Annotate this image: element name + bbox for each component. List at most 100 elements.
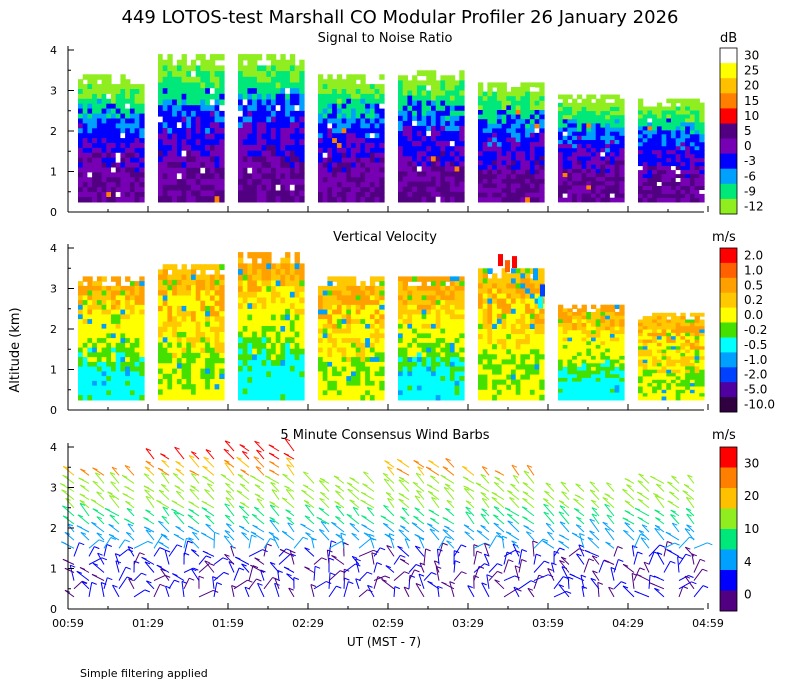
wind-barb <box>678 553 691 565</box>
wind-barb <box>414 534 425 541</box>
wind-barb <box>328 585 342 598</box>
wind-barb <box>589 481 600 492</box>
wind-barb <box>693 542 713 549</box>
vv-column-0329 <box>478 268 545 401</box>
wind-barb <box>318 529 330 541</box>
wind-barb <box>415 472 425 484</box>
wind-barb <box>553 590 572 598</box>
wind-barb <box>181 580 188 597</box>
wind-barb <box>213 557 229 565</box>
axis-panel-0: 0 1 2 3 4 <box>50 44 709 219</box>
wind-barb <box>547 531 555 541</box>
wind-barb <box>268 444 280 452</box>
wind-barb <box>637 498 650 509</box>
panel-title-vv: Vertical Velocity <box>333 230 437 245</box>
wind-barb <box>442 466 455 476</box>
wind-barb <box>663 541 673 557</box>
wind-barb <box>223 448 235 460</box>
wind-barb <box>542 498 555 509</box>
wind-barb <box>683 484 695 492</box>
wind-barb <box>491 491 505 501</box>
wind-barb <box>133 572 147 581</box>
wind-barb <box>190 485 200 492</box>
wind-barb <box>444 483 455 492</box>
wind-barb <box>654 587 665 598</box>
wind-barb <box>637 491 650 501</box>
wind-barb <box>512 543 520 557</box>
wind-barb <box>575 483 585 492</box>
wind-barb <box>682 490 695 500</box>
wind-barb <box>396 468 410 476</box>
wind-barb <box>427 523 440 533</box>
wind-barb <box>349 499 360 509</box>
wind-barb <box>583 558 595 573</box>
wind-barb <box>260 569 266 581</box>
wind-barb <box>73 542 85 557</box>
footnote: Simple filtering applied <box>80 667 208 680</box>
wind-barb <box>671 522 680 533</box>
wind-barb <box>284 438 295 452</box>
wind-barb <box>236 456 250 468</box>
wind-barb <box>553 547 565 557</box>
y-tick-label: 2 <box>50 522 57 535</box>
snr-column-0229 <box>318 74 385 203</box>
wind-barb <box>248 578 262 590</box>
wind-barb <box>79 493 90 501</box>
snr-column-0429 <box>638 98 705 203</box>
colorbar-swatch <box>720 352 737 368</box>
wind-barb <box>235 556 250 565</box>
snr-column-0059 <box>78 74 145 203</box>
colorbar-swatch <box>720 529 737 550</box>
wind-barb <box>604 493 615 501</box>
wind-barb <box>388 533 395 549</box>
wind-barb <box>383 504 395 517</box>
wind-barb <box>76 525 90 533</box>
wind-barb <box>248 565 259 581</box>
y-tick-label: 3 <box>50 482 57 495</box>
colorbar-swatch <box>720 168 737 185</box>
wind-barb <box>254 493 265 501</box>
x-tick-label: 04:29 <box>612 617 644 630</box>
wind-barb <box>249 475 265 484</box>
wind-barb <box>187 514 200 525</box>
wind-barb <box>384 460 395 468</box>
wind-barb <box>204 560 215 573</box>
wind-barb <box>495 531 505 541</box>
wind-barb <box>400 516 410 525</box>
wind-barb <box>423 572 437 581</box>
wind-barb <box>161 459 170 468</box>
wind-barb <box>224 530 235 541</box>
wind-barb <box>349 522 360 533</box>
wind-barb <box>279 548 295 557</box>
wind-barb <box>346 513 360 525</box>
wind-barb <box>160 568 170 581</box>
wind-barb <box>558 511 570 525</box>
colorbar-label: 5 <box>744 124 752 138</box>
wind-barb <box>523 525 535 533</box>
wind-barb <box>560 481 570 492</box>
wind-barb <box>533 574 554 582</box>
wind-barb <box>393 571 410 581</box>
axes: 0 1 2 3 4 0 1 2 3 4 0 1 2 3 4 00:59 01:29 01:59 02:29 02:59… <box>50 44 724 630</box>
wind-barb <box>415 583 425 598</box>
wind-barb <box>225 482 235 492</box>
wind-barb <box>319 497 330 509</box>
wind-barb <box>250 531 265 541</box>
wind-barb <box>413 460 425 468</box>
wind-barb <box>463 485 475 492</box>
colorbar-swatch <box>720 198 737 215</box>
vv-column-0059 <box>78 276 145 401</box>
wind-barb <box>440 474 455 484</box>
wind-barb <box>373 575 391 582</box>
wind-barb <box>427 490 440 500</box>
wind-barb <box>626 484 635 492</box>
wind-barb <box>240 469 250 476</box>
wind-barb <box>589 518 600 533</box>
wind-barb <box>126 507 135 517</box>
wind-barb <box>78 477 90 484</box>
wind-barb <box>488 535 502 549</box>
wind-barb <box>501 535 508 549</box>
wind-barb <box>143 473 155 484</box>
wind-barb <box>143 485 155 492</box>
wind-barb <box>624 522 635 533</box>
